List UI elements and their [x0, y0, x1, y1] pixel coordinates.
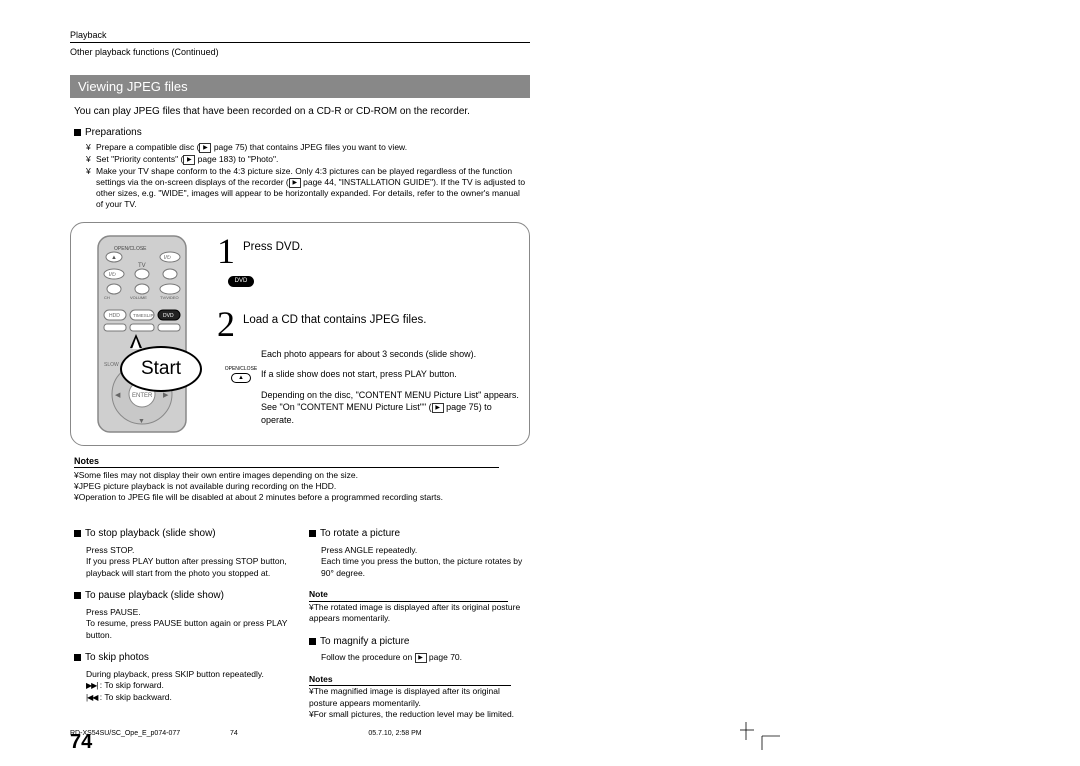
steps-panel: OPEN/CLOSE ▲ I/⏻ TV I/⏻ CH VOLUME — [70, 222, 530, 445]
step-2-d2: If a slide show does not start, press PL… — [261, 368, 519, 381]
step-2-number: 2 — [217, 306, 243, 342]
magnify-note-b2: For small pictures, the reduction level … — [314, 709, 514, 719]
prep-item-1a: Prepare a compatible disc ( — [96, 142, 199, 152]
svg-text:ENTER: ENTER — [132, 393, 153, 399]
step-1-button-icon: DVD — [221, 275, 261, 287]
notes-section: Notes ¥Some files may not display their … — [70, 456, 530, 504]
skip-forward-icon: ▶▶| — [86, 681, 97, 692]
stop-b2: If you press PLAY button after pressing … — [86, 556, 291, 579]
open-close-label: OPEN/CLOSE — [221, 366, 261, 372]
page-ref-icon: ▶ — [432, 403, 444, 413]
rotate-note-b: The rotated image is displayed after its… — [309, 602, 520, 623]
start-callout: Start — [120, 346, 202, 392]
svg-text:DVD: DVD — [163, 313, 174, 319]
page-ref-icon: ▶ — [199, 143, 211, 153]
step-2-title: Load a CD that contains JPEG files. — [243, 306, 426, 326]
start-label: Start — [141, 358, 181, 380]
footer: RD-XS54SU/SC_Ope_E_p074-077 74 05.7.10, … — [70, 730, 530, 737]
magnify-note-b1: The magnified image is displayed after i… — [309, 686, 500, 707]
notes-header: Notes — [74, 456, 499, 469]
note-3: Operation to JPEG file will be disabled … — [79, 492, 443, 502]
page-ref-icon: ▶ — [183, 155, 195, 165]
manual-page: Playback Other playback functions (Conti… — [70, 30, 530, 754]
svg-text:▲: ▲ — [111, 255, 117, 261]
footer-docid: RD-XS54SU/SC_Ope_E_p074-077 — [70, 730, 230, 737]
rotate-note-h: Note — [309, 589, 508, 601]
svg-text:TV/VIDEO: TV/VIDEO — [160, 295, 179, 300]
svg-text:HDD: HDD — [109, 313, 120, 319]
preparations-list: ¥Prepare a compatible disc (▶ page 75) t… — [70, 142, 530, 210]
footer-timestamp: 05.7.10, 2:58 PM — [260, 730, 530, 737]
step-2-details: Each photo appears for about 3 seconds (… — [261, 348, 519, 435]
step-2-button-icon: OPEN/CLOSE ▲ — [221, 348, 261, 435]
eject-button-icon: ▲ — [231, 373, 251, 383]
note-1: Some files may not display their own ent… — [79, 470, 358, 480]
step-2: 2 Load a CD that contains JPEG files. — [217, 306, 519, 342]
magnify-header: To magnify a picture — [320, 636, 410, 647]
svg-text:▶: ▶ — [163, 392, 169, 399]
breadcrumb: Playback — [70, 30, 530, 40]
square-bullet-icon — [74, 129, 81, 136]
skip-b1: During playback, press SKIP button repea… — [86, 669, 291, 680]
svg-text:I/⏻: I/⏻ — [109, 272, 116, 278]
prep-item-2b: page 183) to "Photo". — [195, 154, 278, 164]
crop-marks-icon — [740, 722, 780, 750]
pause-b2: To resume, press PAUSE button again or p… — [86, 618, 291, 641]
step-1-number: 1 — [217, 233, 243, 269]
step-1: 1 Press DVD. — [217, 233, 519, 269]
actions-columns: To stop playback (slide show) Press STOP… — [70, 517, 530, 720]
svg-text:▼: ▼ — [138, 418, 145, 425]
dvd-button-icon: DVD — [228, 276, 255, 286]
skip-header: To skip photos — [85, 652, 149, 663]
prep-item-1b: page 75) that contains JPEG files you wa… — [211, 142, 407, 152]
prep-item-2a: Set "Priority contents" ( — [96, 154, 183, 164]
prep-label: Preparations — [85, 127, 142, 138]
stop-header: To stop playback (slide show) — [85, 528, 216, 539]
svg-text:SLOW: SLOW — [104, 362, 119, 368]
left-column: To stop playback (slide show) Press STOP… — [74, 517, 291, 720]
skip-bwd-text: : To skip backward. — [100, 692, 172, 702]
footer-page: 74 — [230, 730, 260, 737]
svg-text:CH: CH — [104, 295, 110, 300]
intro-text: You can play JPEG files that have been r… — [70, 98, 530, 127]
svg-text:TV: TV — [138, 263, 146, 269]
remote-control-icon: OPEN/CLOSE ▲ I/⏻ TV I/⏻ CH VOLUME — [82, 234, 202, 434]
right-column: To rotate a picture Press ANGLE repeated… — [309, 517, 526, 720]
skip-backward-icon: |◀◀ — [86, 693, 97, 704]
magnify-b2: page 70. — [427, 652, 462, 662]
rotate-header: To rotate a picture — [320, 528, 400, 539]
section-title: Viewing JPEG files — [70, 75, 530, 98]
svg-text:OPEN/CLOSE: OPEN/CLOSE — [114, 246, 147, 252]
header-rule — [70, 42, 530, 43]
pause-header: To pause playback (slide show) — [85, 590, 224, 601]
svg-text:I/⏻: I/⏻ — [164, 255, 171, 261]
steps-column: 1 Press DVD. DVD 2 Load a CD that contai… — [207, 233, 519, 434]
rotate-b1: Press ANGLE repeatedly. — [321, 545, 526, 556]
skip-fwd-text: : To skip forward. — [100, 680, 164, 690]
svg-text:◀: ◀ — [115, 392, 121, 399]
step-1-title: Press DVD. — [243, 233, 303, 253]
page-ref-icon: ▶ — [415, 653, 427, 663]
step-2-d1: Each photo appears for about 3 seconds (… — [261, 348, 519, 361]
subheader: Other playback functions (Continued) — [70, 47, 530, 57]
svg-text:TIMESLIP: TIMESLIP — [133, 313, 154, 318]
magnify-b1: Follow the procedure on — [321, 652, 415, 662]
remote-illustration: OPEN/CLOSE ▲ I/⏻ TV I/⏻ CH VOLUME — [77, 233, 207, 434]
bubble-tail-inner — [132, 338, 140, 349]
preparations-header: Preparations — [70, 127, 530, 138]
svg-text:VOLUME: VOLUME — [130, 295, 147, 300]
magnify-note-h: Notes — [309, 674, 511, 686]
page-ref-icon: ▶ — [289, 178, 301, 188]
pause-b1: Press PAUSE. — [86, 607, 291, 618]
note-2: JPEG picture playback is not available d… — [79, 481, 337, 491]
rotate-b2: Each time you press the button, the pict… — [321, 556, 526, 579]
stop-b1: Press STOP. — [86, 545, 291, 556]
